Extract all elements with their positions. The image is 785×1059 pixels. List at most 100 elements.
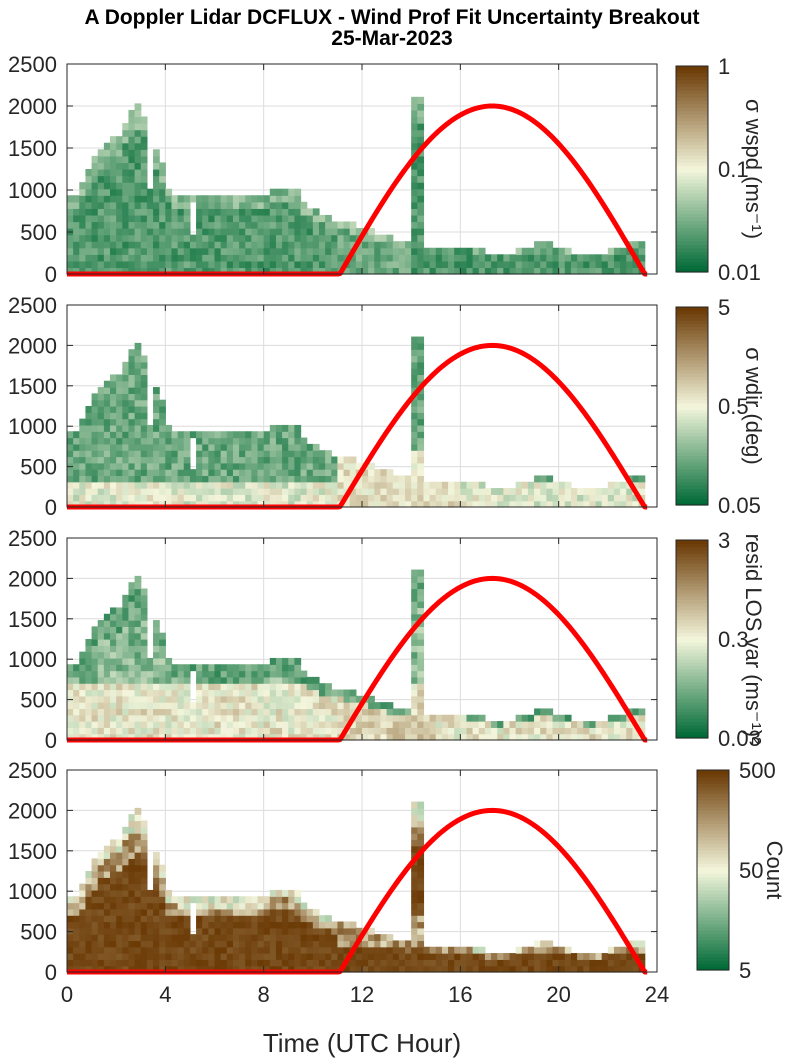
heatmap-cell — [245, 695, 252, 703]
heatmap-cell — [153, 228, 160, 236]
heatmap-cell — [165, 234, 173, 242]
heatmap-cell — [318, 733, 326, 741]
heatmap-cell — [128, 399, 136, 407]
heatmap-cell — [558, 494, 566, 502]
heatmap-cell — [165, 689, 173, 697]
heatmap-cell — [110, 241, 117, 249]
heatmap-cell — [226, 247, 234, 255]
heatmap-cell — [411, 195, 418, 203]
heatmap-cell — [232, 727, 240, 735]
heatmap-cell — [374, 475, 382, 483]
heatmap-cell — [128, 896, 136, 904]
heatmap-cell — [257, 721, 265, 728]
heatmap-cell — [405, 481, 412, 489]
heatmap-cell — [534, 247, 541, 255]
heatmap-cell — [398, 940, 406, 948]
heatmap-cell — [552, 500, 560, 508]
heatmap-cell — [239, 462, 246, 470]
heatmap-cell — [245, 260, 252, 269]
heatmap-cell — [103, 702, 111, 710]
heatmap-cell — [251, 228, 259, 236]
heatmap-cell — [171, 965, 179, 973]
heatmap-cell — [220, 221, 228, 229]
heatmap-cell — [208, 488, 216, 495]
heatmap-cell — [312, 208, 320, 216]
heatmap-cell — [275, 946, 283, 954]
heatmap-cell — [196, 221, 203, 229]
heatmap-cell — [417, 588, 425, 596]
heatmap-cell — [257, 965, 265, 973]
heatmap-cell — [282, 443, 289, 451]
heatmap-cell — [577, 488, 584, 495]
heatmap-cell — [312, 247, 320, 255]
heatmap-cell — [128, 839, 136, 847]
heatmap-cell — [454, 500, 461, 508]
y-tick-label: 500 — [20, 688, 57, 713]
heatmap-cell — [116, 852, 123, 859]
heatmap-cell — [607, 500, 615, 508]
heatmap-cell — [110, 721, 117, 728]
heatmap-cell — [269, 188, 277, 196]
colorbar-swatch — [676, 495, 708, 499]
heatmap-cell — [128, 727, 136, 735]
heatmap-cell — [110, 645, 117, 653]
heatmap-cell — [239, 953, 246, 960]
heatmap-cell — [128, 361, 136, 369]
colorbar-swatch — [697, 803, 729, 808]
heatmap-cell — [153, 896, 160, 904]
heatmap-cell — [300, 689, 308, 697]
heatmap-cell — [183, 475, 191, 483]
heatmap-cell — [527, 733, 535, 741]
heatmap-cell — [202, 462, 209, 470]
heatmap-cell — [626, 494, 634, 502]
heatmap-cell — [91, 632, 99, 640]
heatmap-cell — [196, 695, 203, 703]
heatmap-cell — [153, 201, 160, 209]
heatmap-cell — [607, 481, 615, 489]
heatmap-cell — [331, 695, 339, 703]
heatmap-cell — [103, 406, 111, 413]
heatmap-cell — [306, 733, 314, 741]
heatmap-cell — [300, 683, 308, 691]
heatmap-cell — [245, 670, 252, 678]
heatmap-cell — [251, 214, 259, 223]
heatmap-cell — [411, 934, 418, 942]
heatmap-cell — [232, 443, 240, 451]
heatmap-cell — [318, 228, 326, 236]
heatmap-cell — [632, 494, 640, 502]
heatmap-cell — [97, 393, 105, 401]
heatmap-cell — [116, 374, 123, 382]
heatmap-cell — [165, 727, 173, 735]
colorbar-swatch — [676, 114, 708, 119]
heatmap-cell — [355, 481, 363, 489]
heatmap-cell — [411, 488, 418, 495]
heatmap-cell — [552, 727, 560, 735]
heatmap-cell — [177, 221, 185, 229]
heatmap-cell — [595, 260, 603, 269]
heatmap-cell — [189, 733, 197, 741]
heatmap-cell — [122, 149, 130, 157]
heatmap-cell — [134, 934, 142, 942]
heatmap-cell — [165, 921, 173, 929]
heatmap-cell — [337, 927, 345, 935]
heatmap-cell — [282, 664, 289, 672]
heatmap-cell — [208, 494, 216, 502]
heatmap-cell — [122, 260, 130, 269]
heatmap-cell — [214, 664, 222, 672]
heatmap-cell — [552, 267, 560, 275]
heatmap-cell — [527, 247, 535, 255]
heatmap-cell — [632, 733, 640, 741]
heatmap-cell — [435, 481, 443, 489]
heatmap-cell — [521, 965, 529, 973]
heatmap-cell — [325, 733, 332, 741]
heatmap-cell — [448, 946, 455, 954]
heatmap-cell — [423, 727, 431, 735]
heatmap-cell — [165, 695, 173, 703]
heatmap-cell — [540, 260, 547, 269]
heatmap-cell — [208, 475, 216, 483]
heatmap-cell — [171, 500, 179, 508]
heatmap-cell — [282, 889, 289, 897]
heatmap-cell — [288, 959, 295, 967]
heatmap-cell — [122, 889, 130, 897]
heatmap-cell — [165, 267, 173, 275]
